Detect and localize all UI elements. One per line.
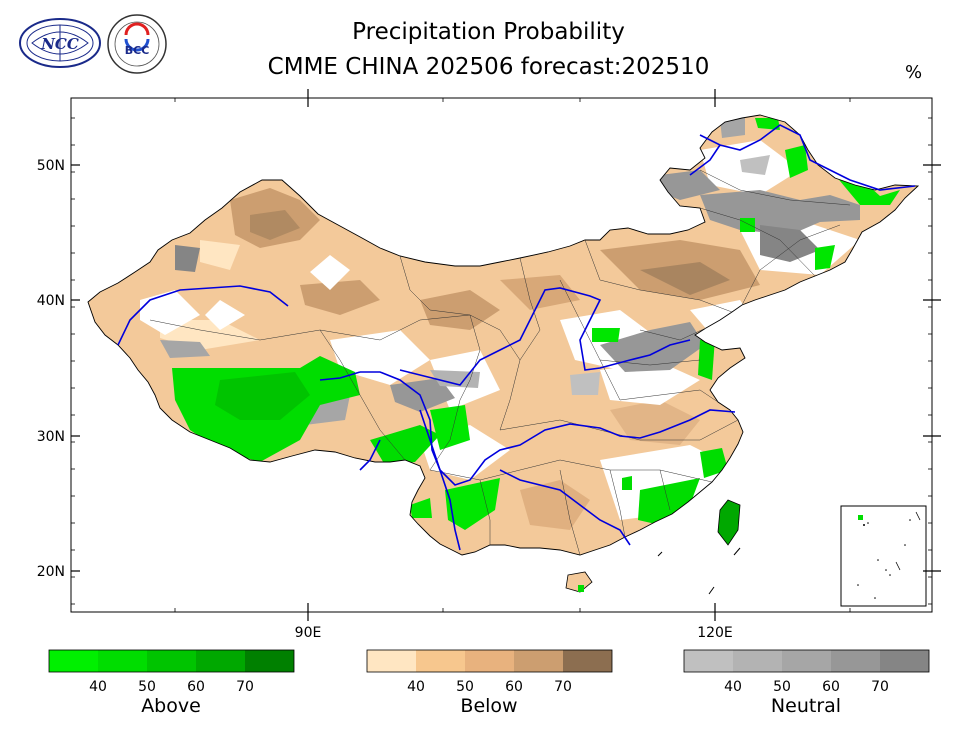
hainan-above-patch bbox=[578, 585, 584, 592]
below-50-area-2 bbox=[520, 480, 590, 530]
below-40-area-1 bbox=[200, 240, 240, 270]
lat-tick-label: 30N bbox=[37, 429, 65, 445]
yangtze-river bbox=[360, 371, 736, 486]
below-50-area-3 bbox=[610, 400, 700, 445]
above-area-6 bbox=[592, 328, 620, 342]
pearl-river bbox=[499, 469, 631, 546]
hainan-island bbox=[565, 571, 593, 593]
above-area-4 bbox=[410, 498, 432, 518]
tarim-river bbox=[117, 285, 289, 346]
above-area-tibet-core bbox=[215, 372, 310, 420]
rivers bbox=[117, 124, 916, 551]
map-subtitle: CMME CHINA 202506 forecast:202510 bbox=[267, 54, 710, 80]
neutral-area-7 bbox=[160, 340, 210, 358]
unit-label: % bbox=[905, 62, 923, 83]
heilongjiang-river bbox=[699, 124, 916, 191]
neutral-area-12 bbox=[570, 372, 600, 395]
axis-ticks bbox=[71, 89, 941, 621]
lat-tick-label: 20N bbox=[37, 564, 65, 580]
yellow-river bbox=[399, 287, 691, 386]
white-area-7 bbox=[600, 362, 700, 405]
lon-tick-label: 120E bbox=[697, 625, 733, 641]
ncc-logo: NCC bbox=[19, 18, 101, 68]
northeast-river bbox=[689, 144, 721, 176]
bcc-logo: BCC bbox=[107, 14, 167, 74]
ncc-logo-text: NCC bbox=[40, 35, 79, 53]
above-area-5 bbox=[445, 478, 500, 530]
above-area-2 bbox=[370, 425, 440, 465]
above-area-9 bbox=[638, 478, 700, 525]
lon-tick-label: 90E bbox=[295, 625, 322, 641]
above-area-15 bbox=[755, 118, 780, 130]
inset-islands bbox=[857, 515, 911, 599]
yangtze-upper bbox=[319, 371, 361, 381]
above-area-14 bbox=[815, 245, 835, 270]
neutral-area-11 bbox=[600, 322, 705, 372]
above-area-3 bbox=[430, 405, 470, 450]
white-area-3 bbox=[140, 290, 200, 335]
neutral-area-3 bbox=[740, 155, 770, 175]
nujiang-river bbox=[359, 439, 381, 471]
province-borders bbox=[149, 169, 851, 556]
lat-tick-label: 40N bbox=[37, 293, 65, 309]
lat-tick-label: 50N bbox=[37, 158, 65, 174]
neutral-area-2 bbox=[720, 118, 745, 138]
above-area-10 bbox=[622, 476, 632, 490]
below-70-area-2 bbox=[640, 262, 730, 295]
colorbar-label-neutral: Neutral bbox=[770, 695, 842, 717]
map-title: Precipitation Probability bbox=[352, 19, 625, 45]
colorbar-label-below: Below bbox=[460, 695, 518, 717]
neutral-area-8 bbox=[390, 378, 455, 412]
bcc-logo-text: BCC bbox=[125, 44, 150, 57]
south-china-sea-inset bbox=[840, 505, 927, 607]
below-50-area-1 bbox=[500, 275, 580, 310]
white-area-1 bbox=[310, 255, 350, 290]
lancang-river bbox=[419, 409, 461, 551]
axis-tick-labels: 50N 40N 30N 20N 90E 120E bbox=[37, 158, 733, 641]
white-area-2 bbox=[205, 300, 245, 330]
neutral-area-6 bbox=[175, 245, 200, 272]
taiwan-island bbox=[717, 499, 741, 546]
below-70-area-1 bbox=[250, 210, 300, 240]
above-area-11 bbox=[740, 218, 755, 232]
below-60-area-2 bbox=[300, 280, 380, 315]
above-area-12 bbox=[785, 145, 808, 178]
neutral-area-5 bbox=[760, 225, 820, 262]
china-border bbox=[87, 114, 920, 556]
neutral-area-1 bbox=[660, 170, 720, 200]
colorbar-label-above: Above bbox=[141, 695, 201, 717]
above-area-7 bbox=[698, 338, 715, 380]
